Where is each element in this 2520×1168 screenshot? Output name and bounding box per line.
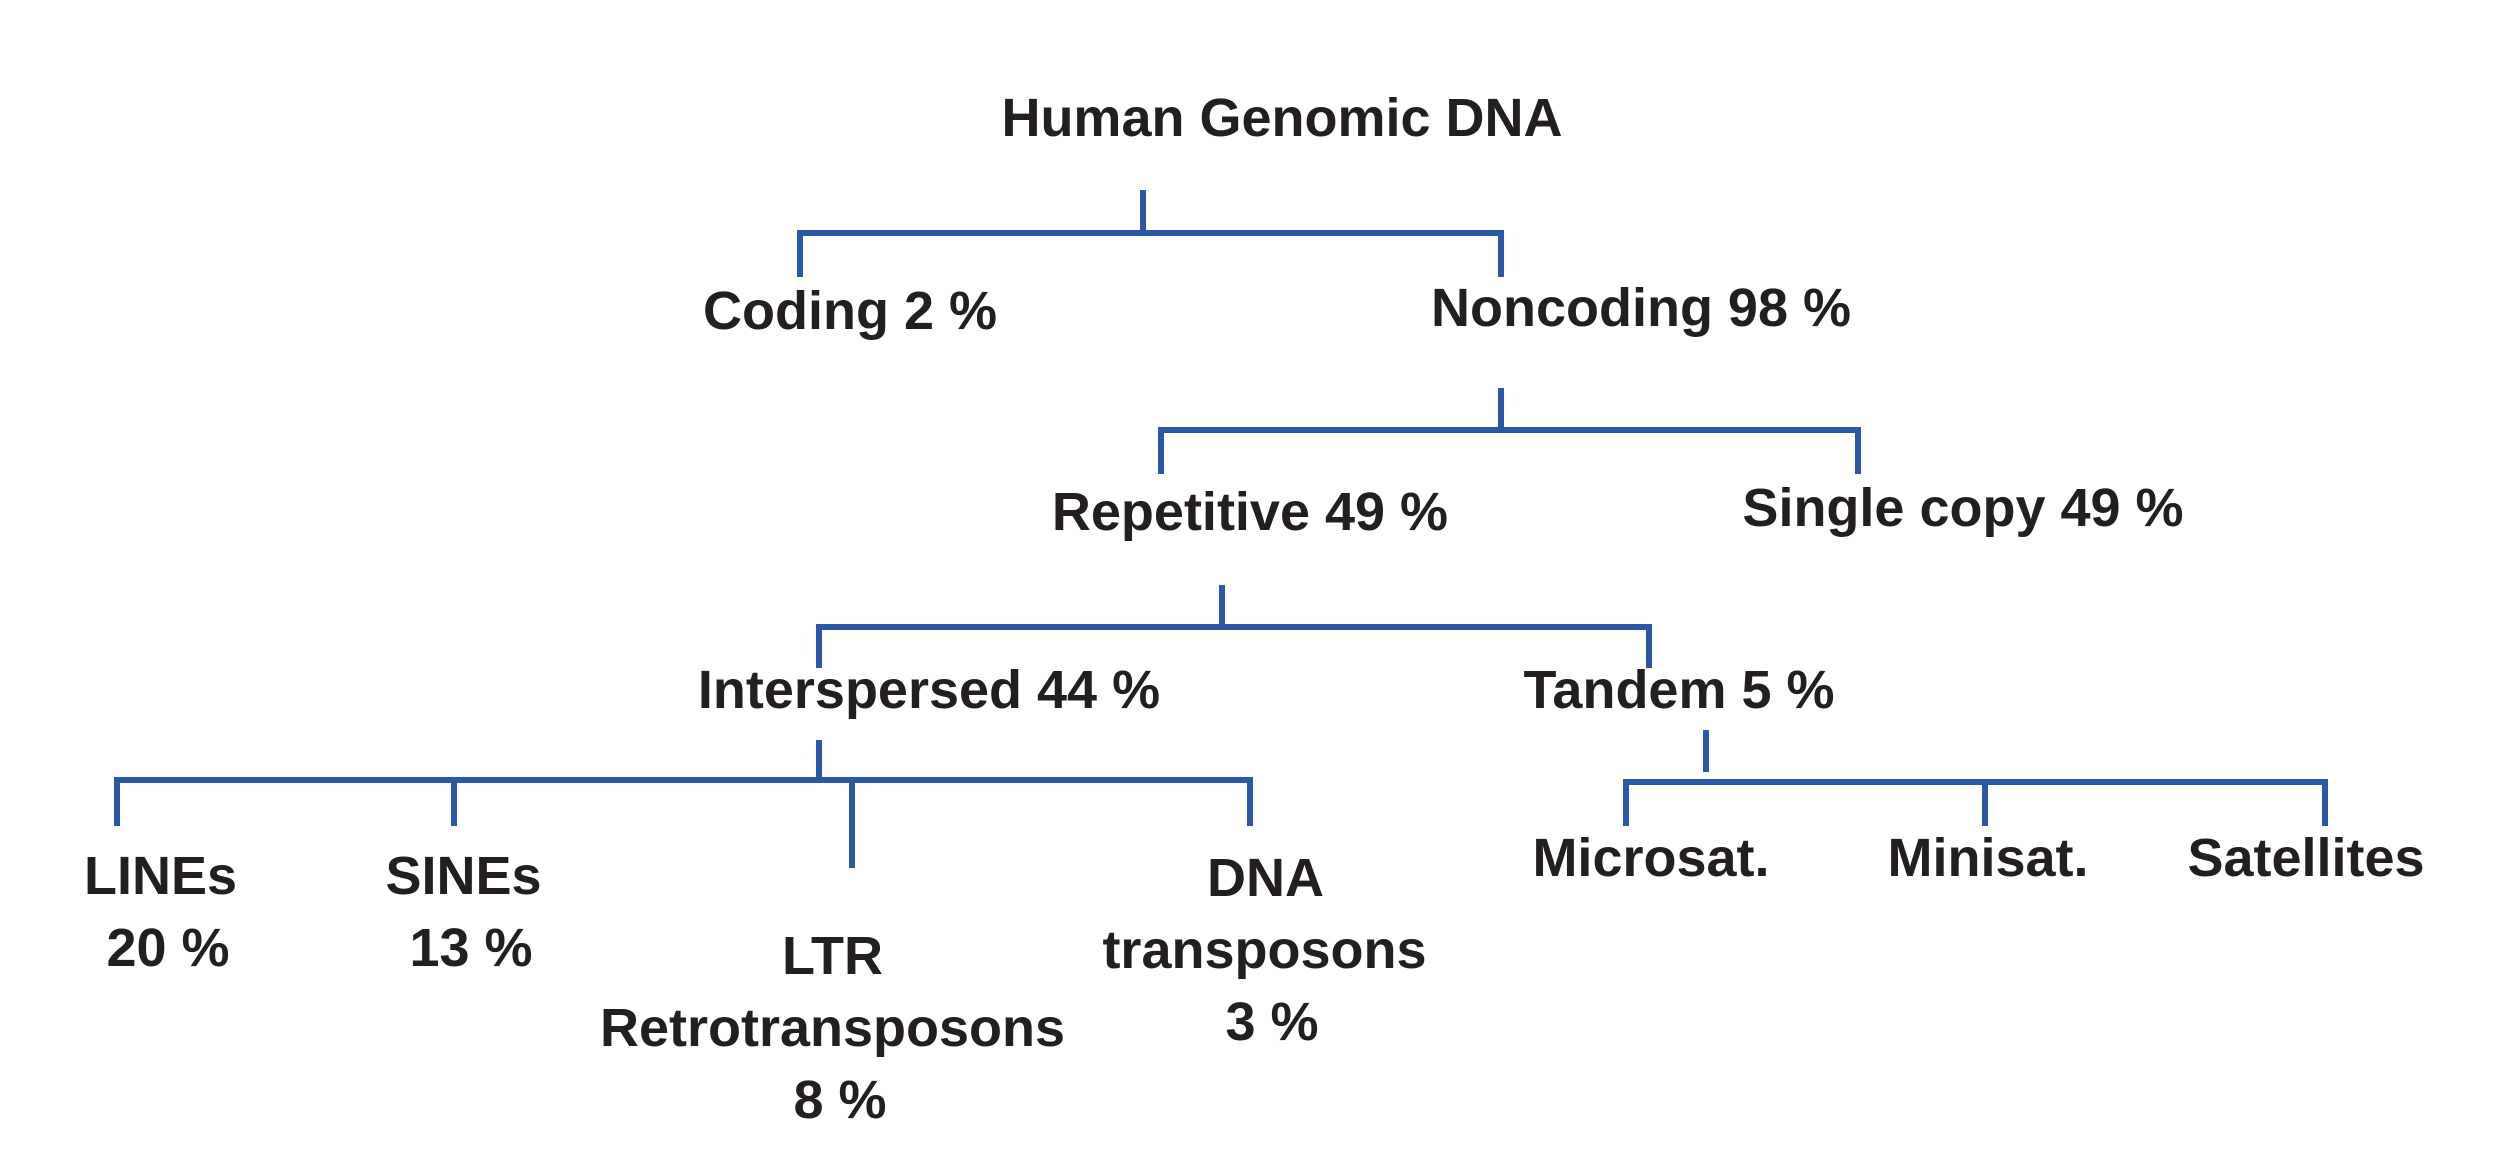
node-human-genomic-dna: Human Genomic DNA [1001,88,1562,148]
node-dna-transposons: DNA transposons 3 % [1102,848,1441,1052]
node-dna-transposons-line2: transposons [1102,920,1426,980]
connector-repetitive [816,585,1652,668]
connector-interspersed [114,740,1253,868]
connector-tandem [1623,730,2328,826]
node-dna-transposons-percent: 3 % [1225,992,1318,1052]
node-sines: SINEs 13 % [385,846,556,978]
node-interspersed: Interspersed 44 % [698,660,1160,720]
node-single-copy: Single copy 49 % [1742,478,2183,538]
connector-root [797,190,1504,277]
node-dna-transposons-line1: DNA [1207,848,1323,908]
node-sines-name: SINEs [385,846,541,906]
node-lines-percent: 20 % [106,918,229,978]
node-sines-percent: 13 % [409,918,532,978]
node-ltr-retrotransposons: LTR Retrotransposons 8 % [600,926,1080,1130]
node-satellites: Satellites [2187,828,2424,888]
node-lines: LINEs 20 % [84,846,252,978]
node-coding: Coding 2 % [703,281,997,341]
node-ltr-line1: LTR [782,926,883,986]
node-microsat: Microsat. [1532,828,1769,888]
node-ltr-percent: 8 % [793,1070,886,1130]
node-noncoding: Noncoding 98 % [1431,278,1851,338]
node-tandem: Tandem 5 % [1523,660,1834,720]
node-ltr-line2: Retrotransposons [600,998,1065,1058]
node-lines-name: LINEs [84,846,237,906]
connector-noncoding [1158,388,1861,474]
node-repetitive: Repetitive 49 % [1052,482,1448,542]
node-minisat: Minisat. [1887,828,2088,888]
